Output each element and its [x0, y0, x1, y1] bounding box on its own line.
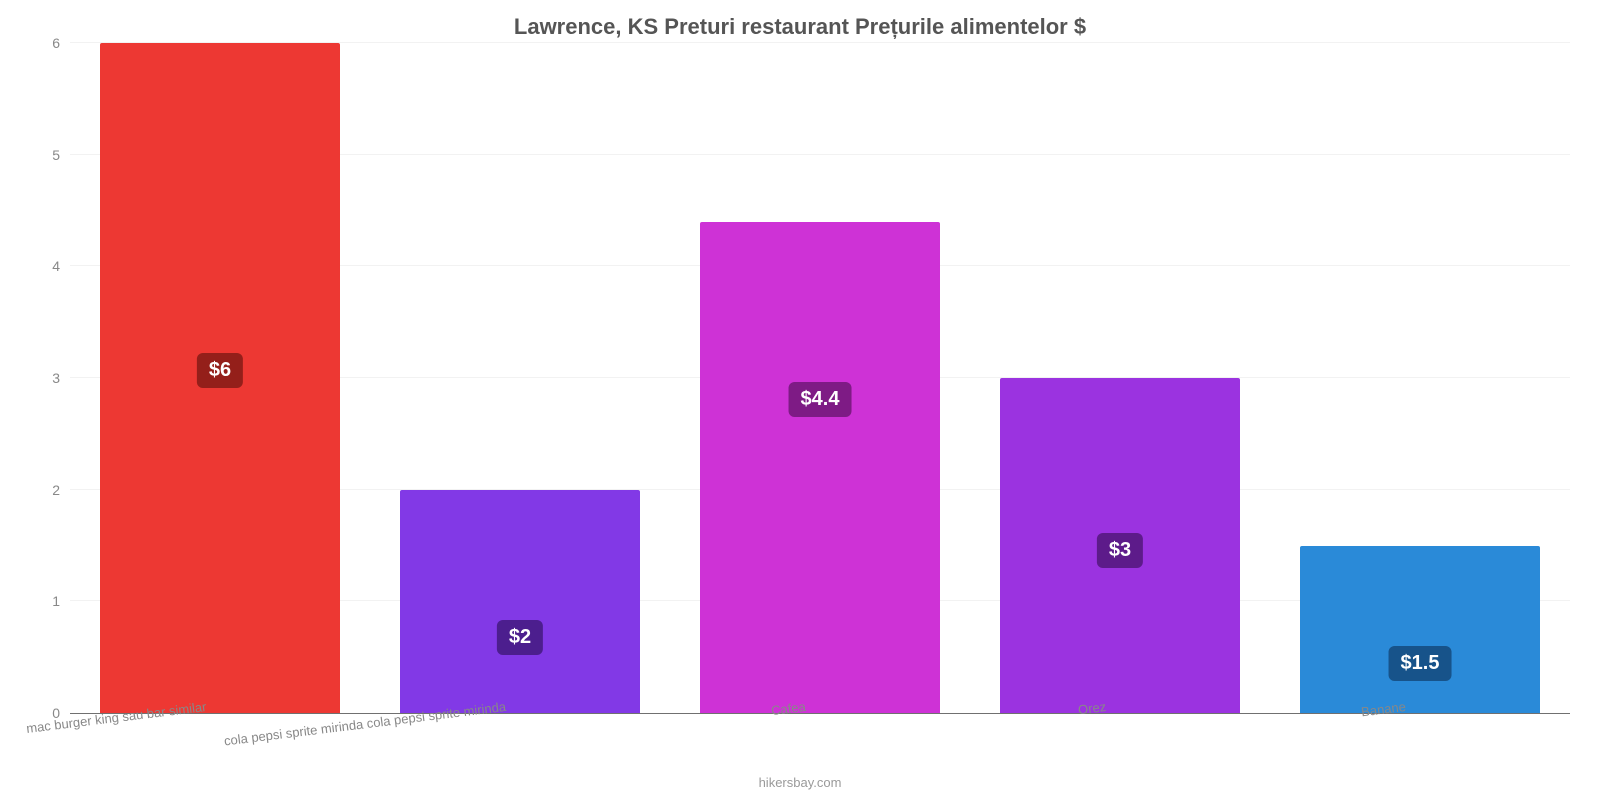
y-tick-label: 3 [20, 370, 60, 386]
bars-container: $6 $2 $4.4 $3 $1.5 [70, 43, 1570, 713]
x-labels: mac burger king sau bar similar cola pep… [70, 699, 1570, 739]
plot-area: 0 1 2 3 4 5 6 $6 $2 $4.4 [70, 44, 1570, 714]
value-badge: $4.4 [789, 382, 852, 417]
y-tick-label: 2 [20, 482, 60, 498]
chart-title: Lawrence, KS Preturi restaurant Prețuril… [0, 0, 1600, 40]
bar-cola-pepsi: $2 [400, 490, 640, 713]
value-badge: $3 [1097, 533, 1143, 568]
bar-cafea: $4.4 [700, 222, 940, 713]
y-tick-label: 1 [20, 593, 60, 609]
x-axis-label: Banane [1361, 699, 1407, 719]
chart-plot-area: 0 1 2 3 4 5 6 $6 $2 $4.4 [70, 44, 1570, 714]
chart-source: hikersbay.com [0, 775, 1600, 790]
y-tick-label: 6 [20, 35, 60, 51]
bar-orez: $3 [1000, 378, 1240, 713]
value-badge: $6 [197, 353, 243, 388]
bar-mac-burger-king: $6 [100, 43, 340, 713]
bar-slot: $3 [970, 43, 1270, 713]
value-badge: $2 [497, 620, 543, 655]
bar-slot: $6 [70, 43, 370, 713]
bar-banane: $1.5 [1300, 546, 1540, 714]
x-axis-label: Orez [1077, 699, 1107, 717]
bar-slot: $2 [370, 43, 670, 713]
y-tick-label: 4 [20, 258, 60, 274]
x-label-slot: cola pepsi sprite mirinda cola pepsi spr… [370, 699, 670, 739]
x-label-slot: Orez [970, 699, 1270, 739]
x-label-slot: Cafea [670, 699, 970, 739]
y-tick-label: 5 [20, 147, 60, 163]
x-axis-label: Cafea [771, 699, 807, 718]
value-badge: $1.5 [1389, 646, 1452, 681]
bar-slot: $4.4 [670, 43, 970, 713]
x-label-slot: Banane [1270, 699, 1570, 739]
bar-slot: $1.5 [1270, 43, 1570, 713]
